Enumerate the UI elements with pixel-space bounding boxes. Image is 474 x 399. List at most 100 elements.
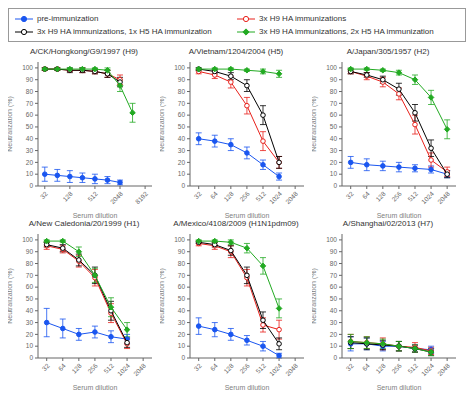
svg-text:512: 512 — [254, 362, 267, 375]
svg-text:60: 60 — [330, 283, 338, 290]
svg-text:0: 0 — [333, 354, 337, 361]
svg-text:90: 90 — [178, 76, 186, 83]
svg-text:40: 40 — [26, 307, 34, 314]
svg-text:1024: 1024 — [420, 362, 435, 377]
svg-text:50: 50 — [178, 123, 186, 130]
svg-text:20: 20 — [178, 159, 186, 166]
svg-text:Serum dilution: Serum dilution — [73, 212, 118, 218]
svg-text:2048: 2048 — [132, 362, 147, 377]
svg-text:Neutralization (%): Neutralization (%) — [160, 268, 166, 324]
svg-text:100: 100 — [174, 64, 185, 71]
svg-text:30: 30 — [26, 147, 34, 154]
svg-text:60: 60 — [178, 111, 186, 118]
svg-text:256: 256 — [238, 190, 251, 203]
svg-text:60: 60 — [26, 283, 34, 290]
svg-text:128: 128 — [70, 362, 83, 375]
svg-text:2048: 2048 — [284, 362, 299, 377]
svg-text:8192: 8192 — [134, 190, 149, 205]
svg-text:40: 40 — [178, 135, 186, 142]
svg-text:80: 80 — [26, 260, 34, 267]
svg-text:Neutralization (%): Neutralization (%) — [160, 96, 166, 152]
svg-text:512: 512 — [102, 362, 115, 375]
svg-text:10: 10 — [178, 342, 186, 349]
svg-text:Serum dilution: Serum dilution — [73, 384, 118, 390]
svg-text:Serum dilution: Serum dilution — [377, 384, 422, 390]
svg-text:20: 20 — [26, 331, 34, 338]
svg-text:64: 64 — [209, 190, 219, 200]
svg-text:32: 32 — [193, 362, 203, 372]
svg-text:0: 0 — [29, 182, 33, 189]
svg-text:50: 50 — [330, 295, 338, 302]
svg-text:80: 80 — [178, 260, 186, 267]
svg-text:32: 32 — [41, 362, 51, 372]
svg-text:Neutralization (%): Neutralization (%) — [8, 96, 14, 152]
svg-text:64: 64 — [361, 362, 371, 372]
svg-text:60: 60 — [26, 111, 34, 118]
svg-text:32: 32 — [345, 190, 355, 200]
svg-text:512: 512 — [406, 190, 419, 203]
svg-text:80: 80 — [330, 260, 338, 267]
svg-text:128: 128 — [61, 190, 74, 203]
svg-text:Serum dilution: Serum dilution — [377, 212, 422, 218]
svg-text:64: 64 — [57, 362, 67, 372]
svg-text:70: 70 — [330, 100, 338, 107]
svg-text:Neutralization (%): Neutralization (%) — [312, 268, 318, 324]
svg-text:20: 20 — [178, 331, 186, 338]
svg-text:100: 100 — [326, 64, 337, 71]
svg-text:70: 70 — [26, 100, 34, 107]
svg-text:32: 32 — [193, 190, 203, 200]
svg-text:90: 90 — [330, 76, 338, 83]
svg-text:128: 128 — [374, 362, 387, 375]
svg-text:Serum dilution: Serum dilution — [225, 384, 270, 390]
svg-text:40: 40 — [178, 307, 186, 314]
svg-text:70: 70 — [26, 272, 34, 279]
svg-text:256: 256 — [390, 190, 403, 203]
svg-text:30: 30 — [178, 319, 186, 326]
svg-text:256: 256 — [86, 362, 99, 375]
svg-text:30: 30 — [330, 147, 338, 154]
svg-text:60: 60 — [330, 111, 338, 118]
svg-text:1024: 1024 — [268, 190, 283, 205]
svg-text:32: 32 — [39, 190, 49, 200]
svg-text:64: 64 — [209, 362, 219, 372]
svg-text:10: 10 — [26, 170, 34, 177]
svg-text:128: 128 — [374, 190, 387, 203]
svg-text:128: 128 — [222, 190, 235, 203]
svg-text:10: 10 — [178, 170, 186, 177]
svg-text:Neutralization (%): Neutralization (%) — [312, 96, 318, 152]
svg-text:10: 10 — [330, 342, 338, 349]
svg-text:128: 128 — [222, 362, 235, 375]
svg-text:2048: 2048 — [436, 362, 451, 377]
svg-text:90: 90 — [26, 248, 34, 255]
svg-text:80: 80 — [26, 88, 34, 95]
svg-text:100: 100 — [174, 236, 185, 243]
svg-text:30: 30 — [330, 319, 338, 326]
svg-text:60: 60 — [178, 283, 186, 290]
svg-text:80: 80 — [330, 88, 338, 95]
svg-text:0: 0 — [181, 354, 185, 361]
svg-text:2048: 2048 — [109, 190, 124, 205]
svg-text:70: 70 — [330, 272, 338, 279]
svg-text:40: 40 — [330, 135, 338, 142]
svg-text:20: 20 — [26, 159, 34, 166]
svg-text:512: 512 — [254, 190, 267, 203]
svg-text:100: 100 — [22, 236, 33, 243]
svg-text:64: 64 — [361, 190, 371, 200]
svg-text:90: 90 — [178, 248, 186, 255]
svg-text:70: 70 — [178, 100, 186, 107]
svg-text:2048: 2048 — [436, 190, 451, 205]
svg-text:20: 20 — [330, 331, 338, 338]
svg-text:50: 50 — [330, 123, 338, 130]
svg-text:1024: 1024 — [268, 362, 283, 377]
svg-text:100: 100 — [326, 236, 337, 243]
svg-text:90: 90 — [26, 76, 34, 83]
svg-text:50: 50 — [26, 295, 34, 302]
svg-text:0: 0 — [181, 182, 185, 189]
svg-text:256: 256 — [390, 362, 403, 375]
svg-text:40: 40 — [26, 135, 34, 142]
svg-text:100: 100 — [22, 64, 33, 71]
svg-text:0: 0 — [29, 354, 33, 361]
svg-text:30: 30 — [26, 319, 34, 326]
svg-text:256: 256 — [238, 362, 251, 375]
svg-text:32: 32 — [345, 362, 355, 372]
